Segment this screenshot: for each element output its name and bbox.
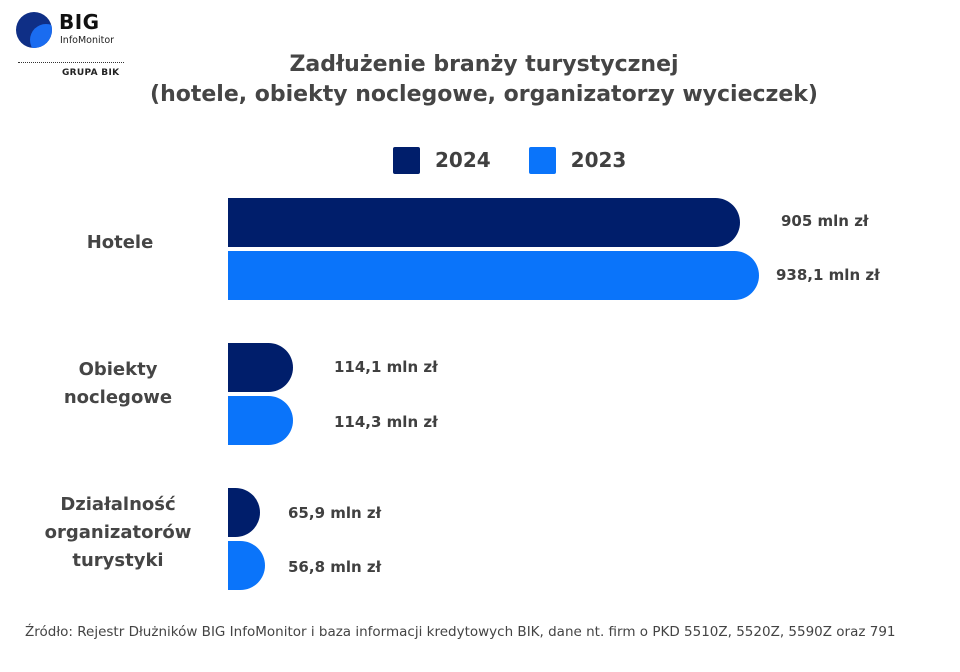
value-hotele-2023: 938,1 mln zł [776, 266, 880, 284]
category-label-line: Działalność [60, 494, 176, 515]
chart-legend: 2024 2023 [393, 146, 664, 174]
bar-hotele-2023 [228, 251, 759, 300]
value-organizatorzy-2023: 56,8 mln zł [288, 558, 382, 576]
value-obiekty-2023: 114,3 mln zł [334, 413, 438, 431]
logo-brand: BIG [59, 10, 100, 34]
chart-title-line2: (hotele, obiekty noclegowe, organizatorz… [150, 82, 818, 107]
logo-circle-icon [16, 12, 52, 48]
logo-divider [18, 62, 124, 63]
bar-organizatorzy-2023 [228, 541, 265, 590]
category-label-line: turystyki [72, 550, 164, 571]
logo-subbrand: InfoMonitor [60, 35, 115, 46]
value-organizatorzy-2024: 65,9 mln zł [288, 504, 382, 522]
legend-item-2023: 2023 [528, 146, 627, 174]
legend-item-2024: 2024 [393, 146, 491, 174]
logo-group: GRUPA BIK [62, 68, 120, 78]
legend-label-2024: 2024 [435, 148, 491, 172]
bar-organizatorzy-2024 [228, 488, 260, 537]
bar-obiekty-2024 [228, 343, 293, 392]
legend-swatch-2023 [528, 146, 556, 174]
category-label-line: Obiekty [78, 359, 158, 380]
chart-title-line1: Zadłużenie branży turystycznej [289, 52, 679, 77]
value-obiekty-2024: 114,1 mln zł [334, 358, 438, 376]
bar-obiekty-2023 [228, 396, 293, 445]
bar-hotele-2024 [228, 198, 740, 247]
category-label-line: noclegowe [63, 387, 173, 408]
category-label-line: organizatorów [44, 522, 192, 543]
category-label-obiekty-noclegowe: Obiekty noclegowe [38, 356, 198, 412]
legend-label-2023: 2023 [570, 148, 627, 172]
category-label-organizatorzy: Działalność organizatorów turystyki [28, 491, 208, 575]
category-label-hotele: Hotele [86, 232, 154, 253]
legend-swatch-2024 [393, 146, 420, 174]
source-note: Źródło: Rejestr Dłużników BIG InfoMonito… [25, 624, 896, 640]
value-hotele-2024: 905 mln zł [781, 212, 869, 230]
big-infomonitor-logo: BIG InfoMonitor GRUPA BIK [14, 10, 134, 80]
